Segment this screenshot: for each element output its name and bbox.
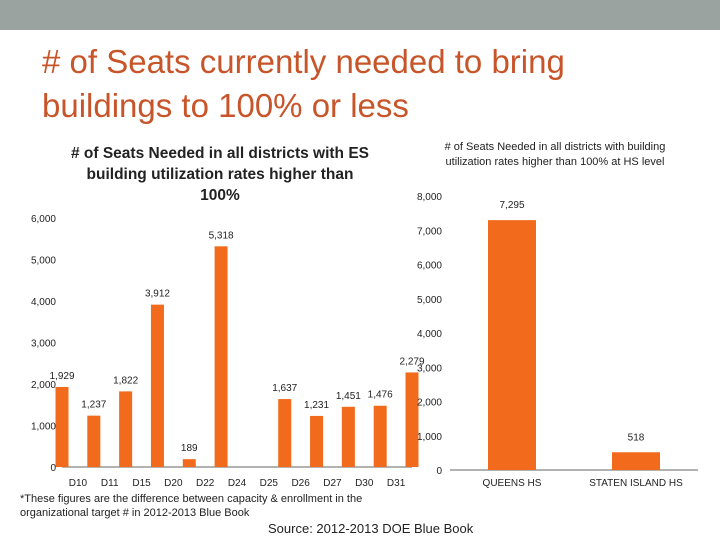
right-y-tick-label: 5,000	[417, 295, 442, 306]
left-bar-value-label: 1,929	[49, 371, 74, 382]
left-bar	[373, 405, 387, 467]
left-chart-title: # of Seats Needed in all districts with …	[70, 145, 370, 204]
left-x-tick-label: D24	[228, 478, 247, 489]
right-bar	[612, 452, 660, 470]
left-bar	[341, 406, 355, 467]
left-bar	[214, 246, 228, 467]
left-bar-value-label: 5,318	[209, 230, 234, 241]
right-bar-value-label: 7,295	[499, 200, 524, 211]
left-bar-value-label: 3,912	[145, 289, 170, 300]
left-y-tick-label: 0	[50, 463, 56, 474]
right-y-tick-label: 0	[436, 466, 442, 477]
left-bar	[55, 386, 69, 467]
left-x-tick-label: D20	[164, 478, 183, 489]
source-note: Source: 2012-2013 DOE Blue Book	[268, 521, 474, 536]
left-bar	[182, 459, 196, 467]
left-bar	[278, 399, 292, 467]
right-x-tick-label: QUEENS HS	[483, 478, 542, 489]
left-bar	[150, 304, 164, 467]
left-x-tick-label: D11	[101, 478, 119, 489]
right-y-tick-label: 4,000	[417, 329, 442, 340]
left-y-tick-label: 4,000	[31, 297, 56, 308]
right-y-tick-label: 6,000	[417, 261, 442, 272]
left-bar	[87, 415, 101, 467]
left-y-tick-label: 5,000	[31, 256, 56, 267]
right-bar	[488, 220, 536, 470]
left-bar-value-label: 1,822	[113, 375, 138, 386]
left-bar-value-label: 1,237	[81, 400, 106, 411]
left-y-tick-label: 2,000	[31, 380, 56, 391]
right-y-tick-label: 7,000	[417, 226, 442, 237]
right-chart-title: # of Seats Needed in all districts with …	[444, 141, 666, 168]
left-x-tick-label: D22	[196, 478, 215, 489]
left-x-tick-label: D30	[355, 478, 374, 489]
left-y-tick-label: 3,000	[31, 339, 56, 350]
left-x-tick-label: D31	[387, 478, 406, 489]
left-x-tick-label: D27	[323, 478, 342, 489]
left-x-tick-label: D10	[69, 478, 88, 489]
left-bar-value-label: 1,451	[336, 391, 361, 402]
right-y-tick-label: 2,000	[417, 398, 442, 409]
right-x-tick-label: STATEN ISLAND HS	[589, 478, 683, 489]
left-bar-value-label: 1,637	[272, 383, 297, 394]
slide-top-bar	[0, 0, 720, 30]
left-bar	[310, 415, 324, 467]
footnote: *These figures are the difference betwee…	[20, 493, 363, 519]
left-x-tick-label: D15	[132, 478, 151, 489]
right-bar-value-label: 518	[628, 432, 645, 443]
left-bar	[119, 391, 133, 467]
left-bar-value-label: 1,476	[368, 390, 393, 401]
left-bar-value-label: 1,231	[304, 400, 329, 411]
left-bar	[405, 372, 419, 467]
right-y-tick-label: 1,000	[417, 432, 442, 443]
left-bar-value-label: 189	[181, 443, 198, 454]
left-y-tick-label: 1,000	[31, 422, 56, 433]
left-x-tick-label: D25	[260, 478, 279, 489]
slide-title: # of Seats currently needed to bring bui…	[42, 43, 565, 124]
left-bar-value-label: 2,279	[399, 356, 424, 367]
left-x-tick-label: D26	[291, 478, 310, 489]
right-y-tick-label: 8,000	[417, 192, 442, 203]
left-y-tick-label: 6,000	[31, 214, 56, 225]
right-y-tick-label: 3,000	[417, 363, 442, 374]
